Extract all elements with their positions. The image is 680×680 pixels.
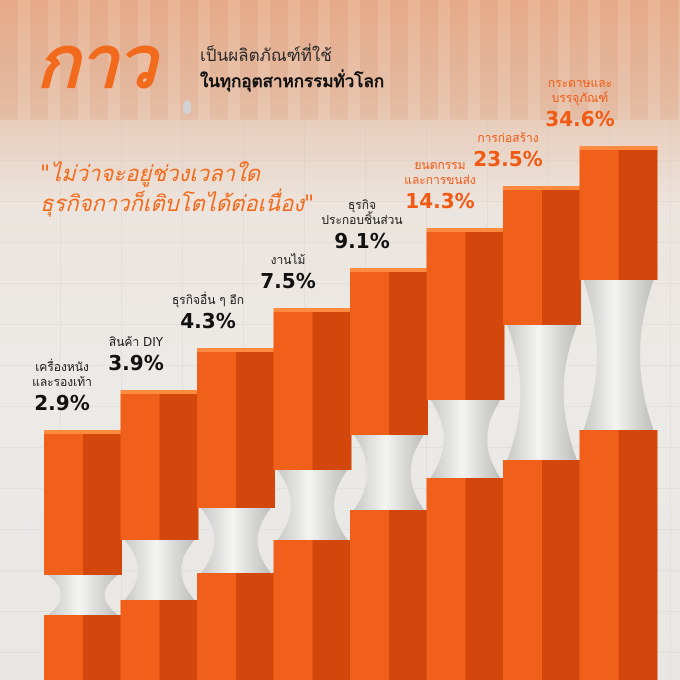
bar-group xyxy=(120,390,199,680)
bar-base xyxy=(350,510,428,680)
bar-top xyxy=(197,348,275,352)
bar xyxy=(350,268,428,435)
bar-base xyxy=(426,478,505,680)
bar xyxy=(503,186,581,325)
glue-strand xyxy=(354,435,424,510)
bar-top xyxy=(350,268,428,272)
bar xyxy=(426,228,505,400)
bar-group xyxy=(503,186,581,680)
bar-top xyxy=(503,186,581,190)
glue-strand xyxy=(507,325,577,460)
glue-strand xyxy=(124,540,195,600)
bar xyxy=(120,390,199,540)
bar-base xyxy=(273,540,352,680)
bar-base xyxy=(503,460,581,680)
bar-group xyxy=(197,348,275,680)
value-label: 2.9% xyxy=(34,391,89,415)
value-label: 4.3% xyxy=(180,309,235,333)
bar xyxy=(44,430,122,575)
category-label: บรรจุภัณฑ์ xyxy=(552,91,609,106)
subtitle-line-1: เป็นผลิตภัณฑ์ที่ใช้ xyxy=(200,46,332,66)
bar-top xyxy=(579,146,658,150)
glue-strand xyxy=(48,575,118,615)
category-label: เครื่องหนัง xyxy=(35,358,89,374)
bar-base xyxy=(120,600,199,680)
main-title: กาว xyxy=(36,19,156,104)
bar xyxy=(273,308,352,470)
value-label: 14.3% xyxy=(405,189,474,213)
quote-line-1: "ไม่ว่าจะอยู่ช่วงเวลาใด xyxy=(40,162,260,187)
glue-strand xyxy=(430,400,501,478)
bar xyxy=(579,146,658,280)
bar-group xyxy=(350,268,428,680)
glue-strand xyxy=(201,508,271,573)
category-label: กระดาษและ xyxy=(548,76,612,90)
category-label: ยนตกรรม xyxy=(414,158,465,172)
subtitle-line-2: ในทุกอุตสาหกรรมทั่วโลก xyxy=(200,72,385,92)
category-label: การก่อสร้าง xyxy=(477,131,538,145)
quote-line-2: ธุรกิจกาวก็เติบโตได้ต่อเนื่อง" xyxy=(40,192,315,217)
bar-group xyxy=(273,308,352,680)
category-label: และการขนส่ง xyxy=(404,173,476,187)
category-label: ธุรกิจ xyxy=(348,198,376,213)
bar-top xyxy=(120,390,199,394)
value-label: 23.5% xyxy=(473,147,542,171)
city-skyline-backdrop xyxy=(0,0,680,120)
bar xyxy=(197,348,275,508)
category-label: ประกอบชิ้นส่วน xyxy=(321,211,402,227)
bar-base xyxy=(197,573,275,680)
value-label: 34.6% xyxy=(545,107,614,131)
bar-top xyxy=(426,228,505,232)
glue-strand xyxy=(277,470,348,540)
quote-block: "ไม่ว่าจะอยู่ช่วงเวลาใด ธุรกิจกาวก็เติบโ… xyxy=(40,160,314,220)
bar-top xyxy=(44,430,122,434)
value-label: 7.5% xyxy=(260,269,315,293)
glue-drop-icon xyxy=(183,100,191,114)
bar-group xyxy=(426,228,505,680)
bar-group xyxy=(579,146,658,680)
glue-strand xyxy=(583,280,654,430)
category-label: และรองเท้า xyxy=(32,375,92,389)
bar-top xyxy=(273,308,352,312)
category-label: งานไม้ xyxy=(271,253,306,267)
bar-base xyxy=(44,615,122,680)
value-label: 9.1% xyxy=(334,229,389,253)
category-label: สินค้า DIY xyxy=(109,335,164,349)
bar-base xyxy=(579,430,658,680)
bar-group xyxy=(44,430,122,680)
category-label: ธุรกิจอื่น ๆ อีก xyxy=(172,291,244,308)
value-label: 3.9% xyxy=(108,351,163,375)
